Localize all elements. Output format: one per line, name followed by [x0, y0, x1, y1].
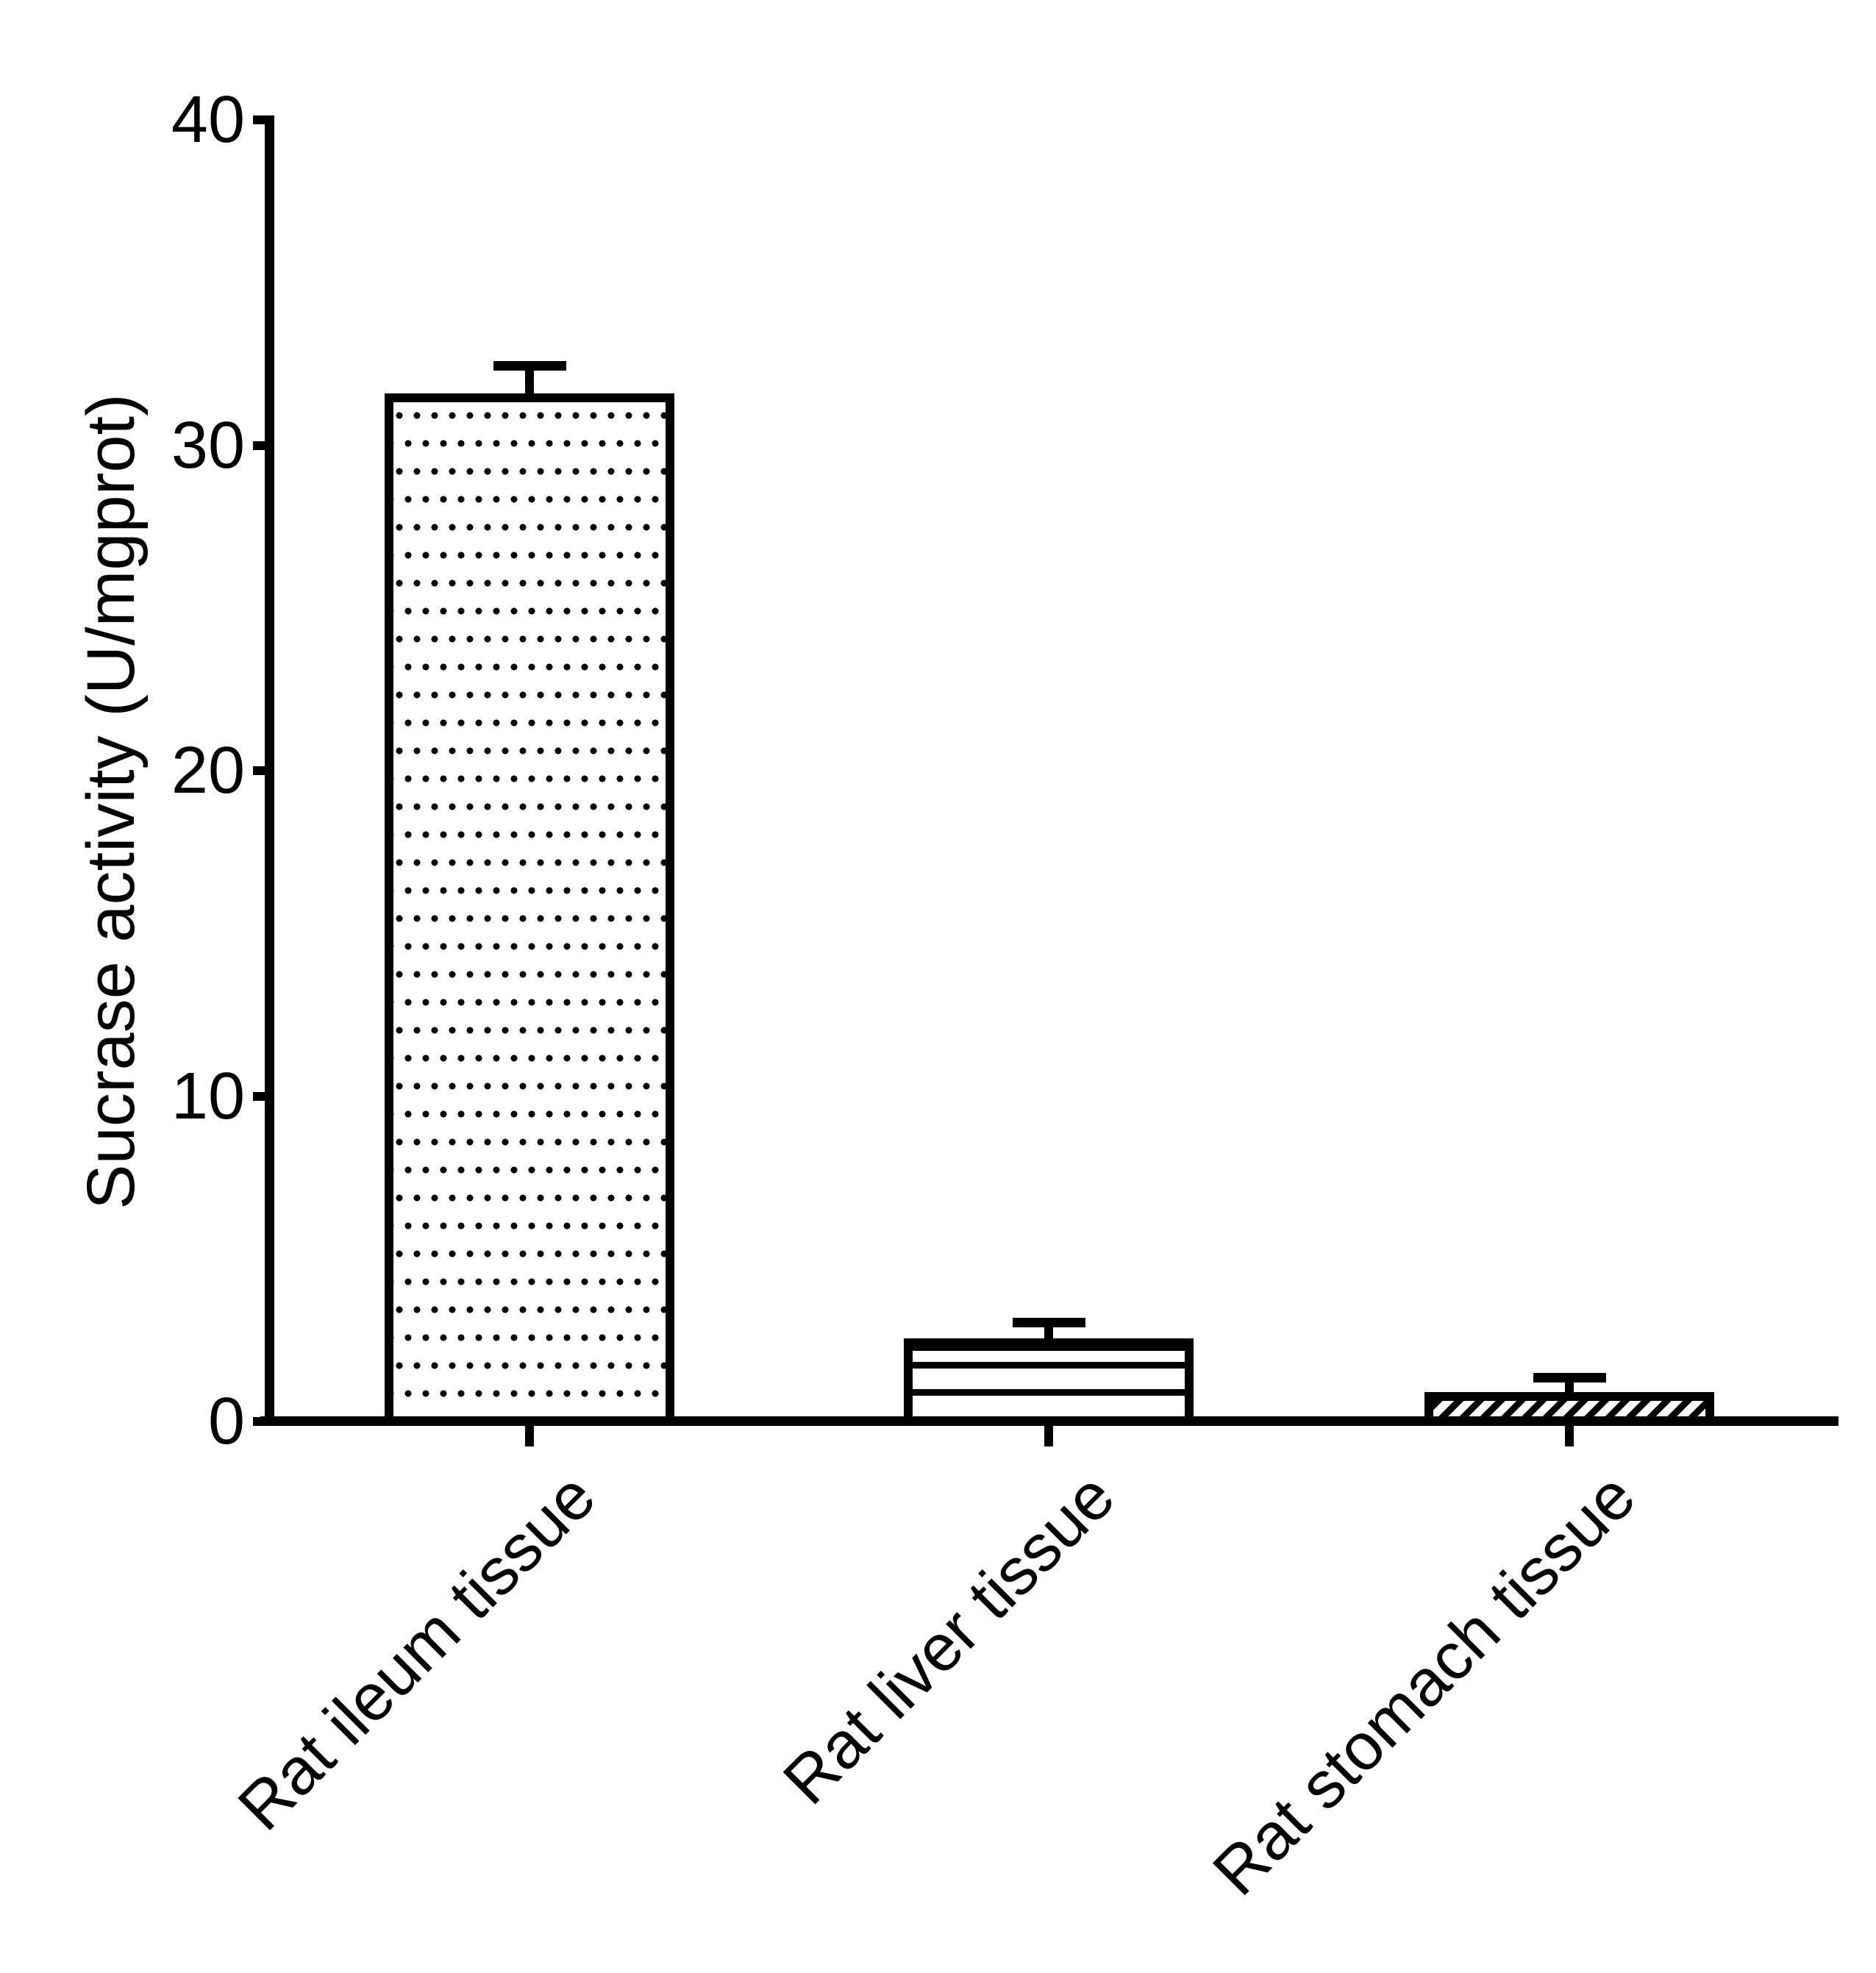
y-tick-label: 30 [171, 408, 245, 482]
y-tick-mark [253, 115, 265, 124]
error-bar-stem [525, 365, 534, 393]
x-tick-mark [1565, 1426, 1574, 1446]
x-axis-line [260, 1416, 1838, 1426]
bar-3 [1424, 1392, 1714, 1419]
error-bar-cap [1533, 1372, 1606, 1382]
x-category-label: Rat ileum tissue [224, 1459, 610, 1845]
y-tick-mark [253, 766, 265, 775]
x-tick-mark [1044, 1426, 1053, 1446]
bar-1 [385, 393, 674, 1419]
y-tick-label: 40 [171, 83, 245, 157]
bar-2 [904, 1338, 1194, 1419]
y-tick-label: 0 [207, 1385, 245, 1458]
y-axis-line [265, 115, 274, 1426]
y-tick-label: 20 [171, 734, 245, 807]
x-tick-mark [525, 1426, 534, 1446]
error-bar-cap [493, 360, 566, 371]
x-category-label: Rat stomach tissue [1199, 1459, 1649, 1910]
y-tick-mark [253, 440, 265, 450]
error-bar-cap [1012, 1317, 1085, 1327]
y-tick-label: 10 [171, 1059, 245, 1133]
y-tick-mark [253, 1091, 265, 1101]
x-category-label: Rat liver tissue [769, 1459, 1129, 1819]
